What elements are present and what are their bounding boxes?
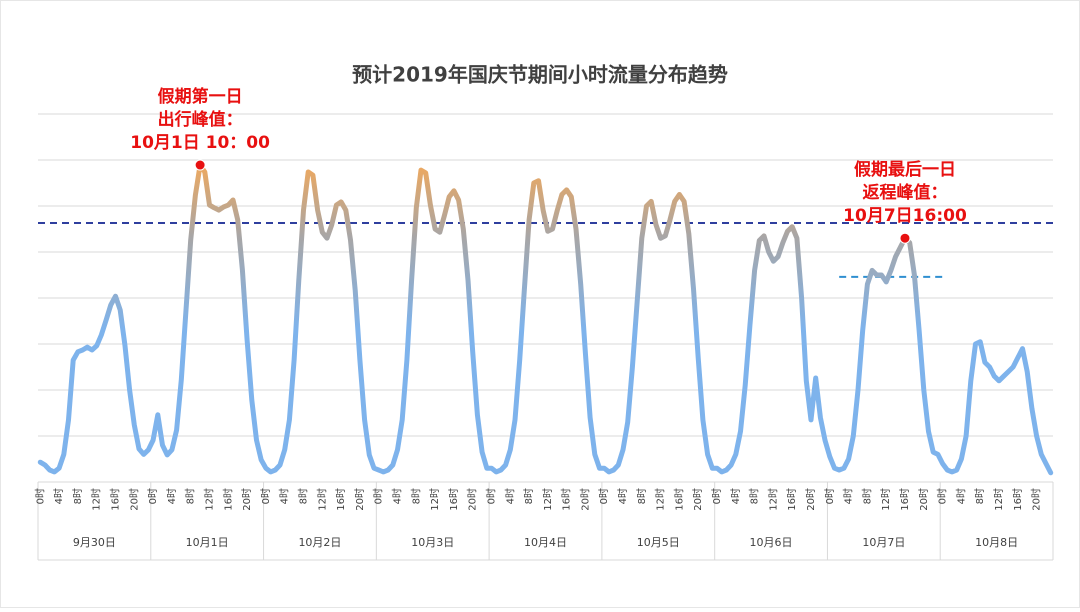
x-tick-label: 20时 bbox=[692, 488, 704, 511]
x-tick-label: 0时 bbox=[937, 488, 949, 504]
annotation-text: 出行峰值： bbox=[158, 109, 243, 130]
x-tick-label: 8时 bbox=[297, 488, 309, 504]
x-tick-label: 4时 bbox=[955, 488, 967, 504]
x-tick-label: 0时 bbox=[373, 488, 385, 504]
x-tick-label: 20时 bbox=[579, 488, 591, 511]
x-tick-label: 20时 bbox=[128, 488, 140, 511]
x-tick-label: 8时 bbox=[749, 488, 761, 504]
x-tick-label: 16时 bbox=[448, 488, 460, 511]
x-tick-label: 20时 bbox=[241, 488, 253, 511]
x-tick-label: 12时 bbox=[204, 488, 216, 511]
group-label: 10月5日 bbox=[637, 536, 680, 549]
x-tick-label: 8时 bbox=[410, 488, 422, 504]
x-tick-label: 0时 bbox=[34, 488, 46, 504]
x-tick-label: 4时 bbox=[279, 488, 291, 504]
x-tick-label: 16时 bbox=[335, 488, 347, 511]
x-tick-label: 12时 bbox=[429, 488, 441, 511]
x-tick-label: 12时 bbox=[655, 488, 667, 511]
x-tick-label: 12时 bbox=[316, 488, 328, 511]
group-label: 10月4日 bbox=[524, 536, 567, 549]
x-tick-label: 16时 bbox=[561, 488, 573, 511]
x-tick-label: 16时 bbox=[110, 488, 122, 511]
x-tick-label: 0时 bbox=[824, 488, 836, 504]
x-tick-label: 16时 bbox=[1012, 488, 1024, 511]
data-line bbox=[37, 162, 1054, 476]
x-tick-label: 8时 bbox=[636, 488, 648, 504]
x-tick-label: 8时 bbox=[861, 488, 873, 504]
chart-title: 预计2019年国庆节期间小时流量分布趋势 bbox=[352, 63, 728, 87]
annotation-text: 10月1日 10：00 bbox=[130, 133, 270, 153]
annotation-text: 返程峰值： bbox=[862, 182, 947, 203]
x-tick-label: 16时 bbox=[673, 488, 685, 511]
group-label: 10月7日 bbox=[862, 536, 905, 549]
group-label: 10月2日 bbox=[298, 536, 341, 549]
x-tick-label: 20时 bbox=[805, 488, 817, 511]
x-tick-label: 8时 bbox=[185, 488, 197, 504]
group-label: 10月3日 bbox=[411, 536, 454, 549]
x-tick-label: 16时 bbox=[899, 488, 911, 511]
group-label: 10月1日 bbox=[186, 536, 229, 549]
x-tick-label: 8时 bbox=[974, 488, 986, 504]
x-tick-label: 0时 bbox=[147, 488, 159, 504]
x-tick-label: 4时 bbox=[53, 488, 65, 504]
x-tick-label: 20时 bbox=[918, 488, 930, 511]
x-tick-label: 16时 bbox=[222, 488, 234, 511]
annotation-text: 假期最后一日 bbox=[854, 159, 956, 180]
x-tick-label: 4时 bbox=[843, 488, 855, 504]
x-tick-label: 20时 bbox=[467, 488, 479, 511]
x-tick-label: 0时 bbox=[598, 488, 610, 504]
x-tick-label: 20时 bbox=[354, 488, 366, 511]
x-tick-label: 12时 bbox=[880, 488, 892, 511]
peak-marker bbox=[899, 232, 911, 244]
group-label: 10月6日 bbox=[750, 536, 793, 549]
x-tick-label: 12时 bbox=[767, 488, 779, 511]
annotation-text: 10月7日16:00 bbox=[843, 206, 967, 226]
x-tick-label: 12时 bbox=[91, 488, 103, 511]
x-tick-label: 0时 bbox=[711, 488, 723, 504]
x-tick-label: 8时 bbox=[523, 488, 535, 504]
x-tick-label: 4时 bbox=[730, 488, 742, 504]
annotation-text: 假期第一日 bbox=[158, 86, 243, 107]
x-tick-label: 4时 bbox=[391, 488, 403, 504]
x-tick-label: 20时 bbox=[1031, 488, 1043, 511]
x-tick-label: 4时 bbox=[617, 488, 629, 504]
x-tick-label: 8时 bbox=[72, 488, 84, 504]
x-tick-label: 16时 bbox=[786, 488, 798, 511]
x-tick-label: 0时 bbox=[485, 488, 497, 504]
peak-marker bbox=[194, 159, 206, 171]
x-tick-label: 4时 bbox=[166, 488, 178, 504]
group-label: 10月8日 bbox=[975, 536, 1018, 549]
x-tick-label: 0时 bbox=[260, 488, 272, 504]
x-tick-label: 12时 bbox=[542, 488, 554, 511]
x-tick-label: 4时 bbox=[504, 488, 516, 504]
group-label: 9月30日 bbox=[73, 536, 116, 549]
x-tick-label: 12时 bbox=[993, 488, 1005, 511]
